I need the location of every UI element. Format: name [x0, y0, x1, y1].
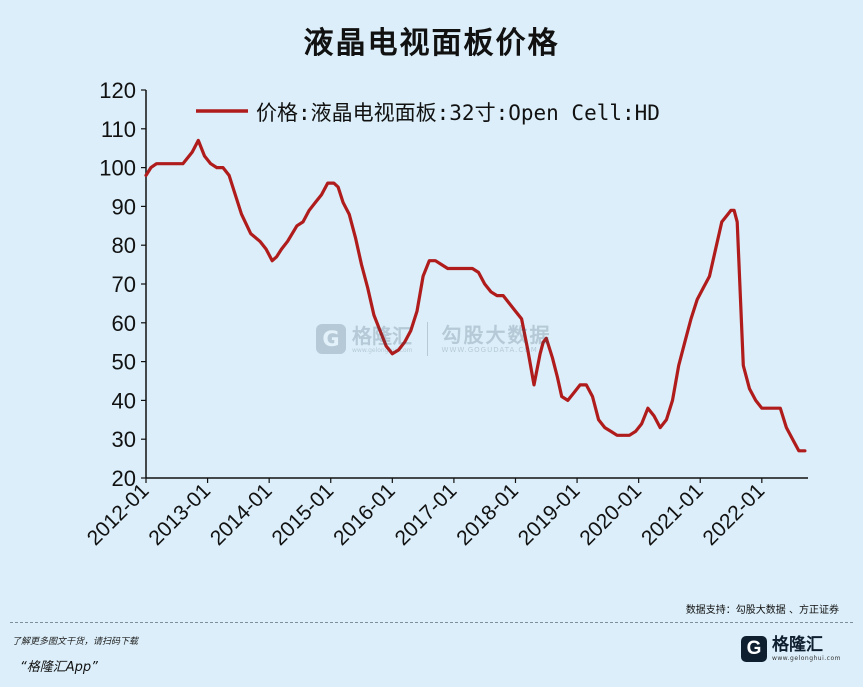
x-tick-label: 2022-01: [699, 479, 770, 550]
y-tick-label: 90: [112, 194, 136, 219]
x-tick-label: 2018-01: [452, 479, 523, 550]
watermark-logo-icon: G: [316, 324, 346, 354]
watermark-url: www.gelonghui.com: [352, 346, 413, 354]
chart-title: 液晶电视面板价格: [303, 26, 560, 61]
x-tick-label: 2014-01: [206, 479, 277, 550]
y-tick-label: 50: [112, 350, 136, 375]
series-line: [144, 138, 807, 453]
footer-divider: [10, 622, 853, 623]
x-tick-label: 2021-01: [637, 479, 708, 550]
y-tick-label: 20: [112, 466, 136, 491]
logo-name: 格隆汇: [771, 635, 823, 655]
x-tick-label: 2016-01: [329, 479, 400, 550]
logo-url: www.gelonghui.com: [771, 655, 841, 662]
x-tick-label: 2017-01: [391, 479, 462, 550]
line-chart: 20304050607080901001101202012-012013-012…: [83, 78, 808, 550]
x-tick-label: 2013-01: [144, 479, 215, 550]
y-tick-label: 110: [101, 117, 136, 142]
footer-logo: G 格隆汇 www.gelonghui.com: [740, 635, 841, 662]
logo-icon: G: [740, 636, 767, 662]
watermark-name-2: 勾股大数据: [441, 323, 552, 347]
y-tick-label: 60: [112, 311, 136, 336]
y-tick-label: 80: [112, 233, 136, 258]
source-note: 数据支持：勾股大数据 、方正证券: [685, 605, 839, 616]
watermark: G 格隆汇 www.gelonghui.com 勾股大数据 WWW.GOGUDA…: [316, 322, 552, 356]
plot-area: [144, 138, 807, 453]
legend-label: 价格:液晶电视面板:32寸:Open Cell:HD: [256, 101, 660, 125]
promo-text: 了解更多图文干货，请扫码下载: [12, 637, 139, 647]
x-tick-label: 2015-01: [268, 479, 339, 550]
y-tick-label: 40: [112, 388, 136, 413]
y-tick-label: 70: [112, 272, 136, 297]
y-tick-label: 100: [99, 156, 136, 181]
watermark-url-2: WWW.GOGUDATA.COM: [441, 346, 538, 354]
y-tick-label: 30: [112, 427, 136, 452]
x-tick-label: 2020-01: [575, 479, 646, 550]
x-tick-label: 2019-01: [514, 479, 585, 550]
y-tick-label: 120: [99, 78, 136, 103]
promo-app-name: “格隆汇App”: [20, 660, 98, 675]
chart-legend: 价格:液晶电视面板:32寸:Open Cell:HD: [196, 101, 660, 125]
chart-axes: 20304050607080901001101202012-012013-012…: [83, 78, 808, 550]
watermark-divider: [426, 322, 428, 356]
watermark-name: 格隆汇: [352, 323, 412, 348]
